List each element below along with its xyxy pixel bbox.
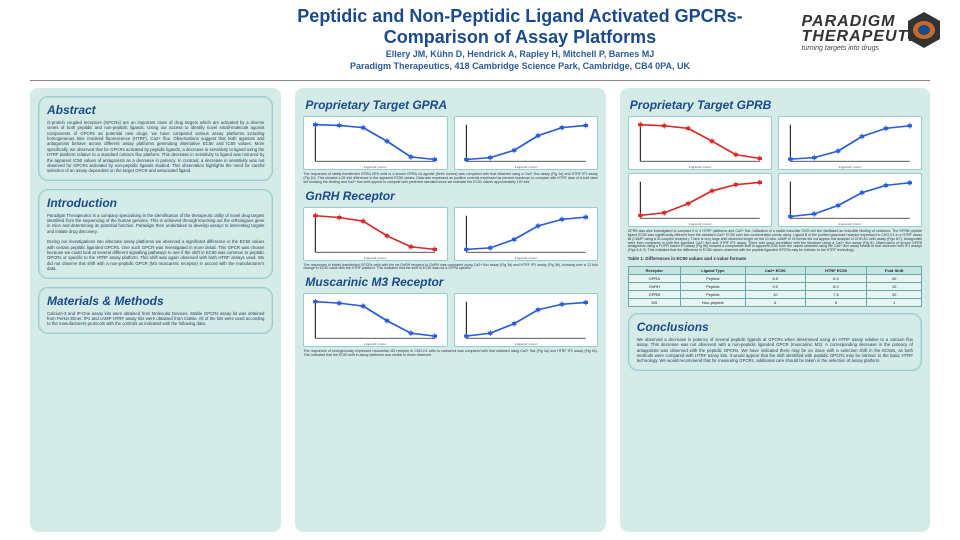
svg-text:Ligand conc: Ligand conc [514, 166, 537, 169]
m3-charts: Ligand conc Ligand conc [303, 293, 597, 347]
svg-text:Ligand conc: Ligand conc [364, 166, 387, 169]
methods-body: Calcium-3 and IP-One assay kits were obt… [47, 311, 264, 327]
m3-caption: The responses of endogenously expressed … [303, 350, 597, 358]
table-title: Table 1. Differences in EC50 values and … [628, 257, 922, 262]
poster-header: Peptidic and Non-Peptidic Ligand Activat… [0, 0, 960, 82]
chart-gpra-2: Ligand conc [454, 116, 598, 170]
panel-abstract: Abstract G-protein coupled receptors (GP… [38, 96, 273, 181]
chart-gprb-4: Ligand conc [778, 173, 922, 227]
methods-title: Materials & Methods [47, 294, 264, 308]
affiliation: Paradigm Therapeutics, 418 Cambridge Sci… [200, 61, 840, 71]
title-line2: Comparison of Assay Platforms [384, 27, 656, 47]
svg-text:Ligand conc: Ligand conc [514, 256, 537, 259]
chart-gprb-2: Ligand conc [778, 116, 922, 170]
panel-conclusions: Conclusions We observed a decrease in po… [628, 313, 922, 371]
panel-methods: Materials & Methods Calcium-3 and IP-One… [38, 287, 273, 334]
gprb-caption: GPRB was also investigated to compare it… [628, 230, 922, 253]
svg-text:Ligand conc: Ligand conc [364, 256, 387, 259]
conclusions-title: Conclusions [637, 320, 913, 334]
gpra-charts: Ligand conc Ligand conc [303, 116, 597, 170]
poster-body: Abstract G-protein coupled receptors (GP… [30, 88, 930, 532]
ec50-table: ReceptorLigand TypeCa2+ EC50HTRF EC50Fol… [628, 266, 922, 307]
poster-title: Peptidic and Non-Peptidic Ligand Activat… [200, 6, 840, 47]
intro-title: Introduction [47, 196, 264, 210]
gprb-charts-bottom: Ligand conc Ligand conc [628, 173, 922, 227]
chart-gnrh-1: Ligand conc [303, 207, 447, 261]
column-middle: Proprietary Target GPRA Ligand conc Liga… [295, 88, 605, 532]
company-logo: PARADIGM THERAPEUTICS turning targets in… [802, 14, 938, 52]
gnrh-title: GnRH Receptor [305, 189, 597, 203]
abstract-title: Abstract [47, 103, 264, 117]
gpra-caption: The responses of stably transfected GPRA… [303, 173, 597, 185]
column-left: Abstract G-protein coupled receptors (GP… [30, 88, 281, 532]
chart-gpra-1: Ligand conc [303, 116, 447, 170]
gnrh-caption: The responses of stably transfected GPCR… [303, 264, 597, 272]
gprb-charts-top: Ligand conc Ligand conc [628, 116, 922, 170]
column-right: Proprietary Target GPRB Ligand conc Liga… [620, 88, 930, 532]
m3-title: Muscarinic M3 Receptor [305, 275, 597, 289]
svg-text:Ligand conc: Ligand conc [688, 166, 711, 169]
chart-gnrh-2: Ligand conc [454, 207, 598, 261]
title-line1: Peptidic and Non-Peptidic Ligand Activat… [297, 6, 742, 26]
intro-body: Paradigm Therapeutics is a company speci… [47, 213, 264, 272]
poster-root: Peptidic and Non-Peptidic Ligand Activat… [0, 0, 960, 540]
gpra-title: Proprietary Target GPRA [305, 98, 597, 112]
authors: Ellery JM, Kühn D, Hendrick A, Rapley H,… [200, 49, 840, 59]
svg-text:Ligand conc: Ligand conc [838, 223, 861, 226]
panel-introduction: Introduction Paradigm Therapeutics is a … [38, 189, 273, 279]
svg-text:Ligand conc: Ligand conc [838, 166, 861, 169]
chart-gprb-3: Ligand conc [628, 173, 772, 227]
conclusions-body: We observed a decrease in potency of sev… [637, 337, 913, 364]
chart-m3-1: Ligand conc [303, 293, 447, 347]
svg-text:Ligand conc: Ligand conc [688, 223, 711, 226]
svg-text:Ligand conc: Ligand conc [514, 343, 537, 346]
svg-text:Ligand conc: Ligand conc [364, 343, 387, 346]
gnrh-charts: Ligand conc Ligand conc [303, 207, 597, 261]
chart-m3-2: Ligand conc [454, 293, 598, 347]
chart-gprb-1: Ligand conc [628, 116, 772, 170]
gprb-title: Proprietary Target GPRB [630, 98, 922, 112]
abstract-body: G-protein coupled receptors (GPCRs) are … [47, 120, 264, 174]
header-divider [30, 80, 930, 81]
logo-icon [904, 10, 944, 50]
